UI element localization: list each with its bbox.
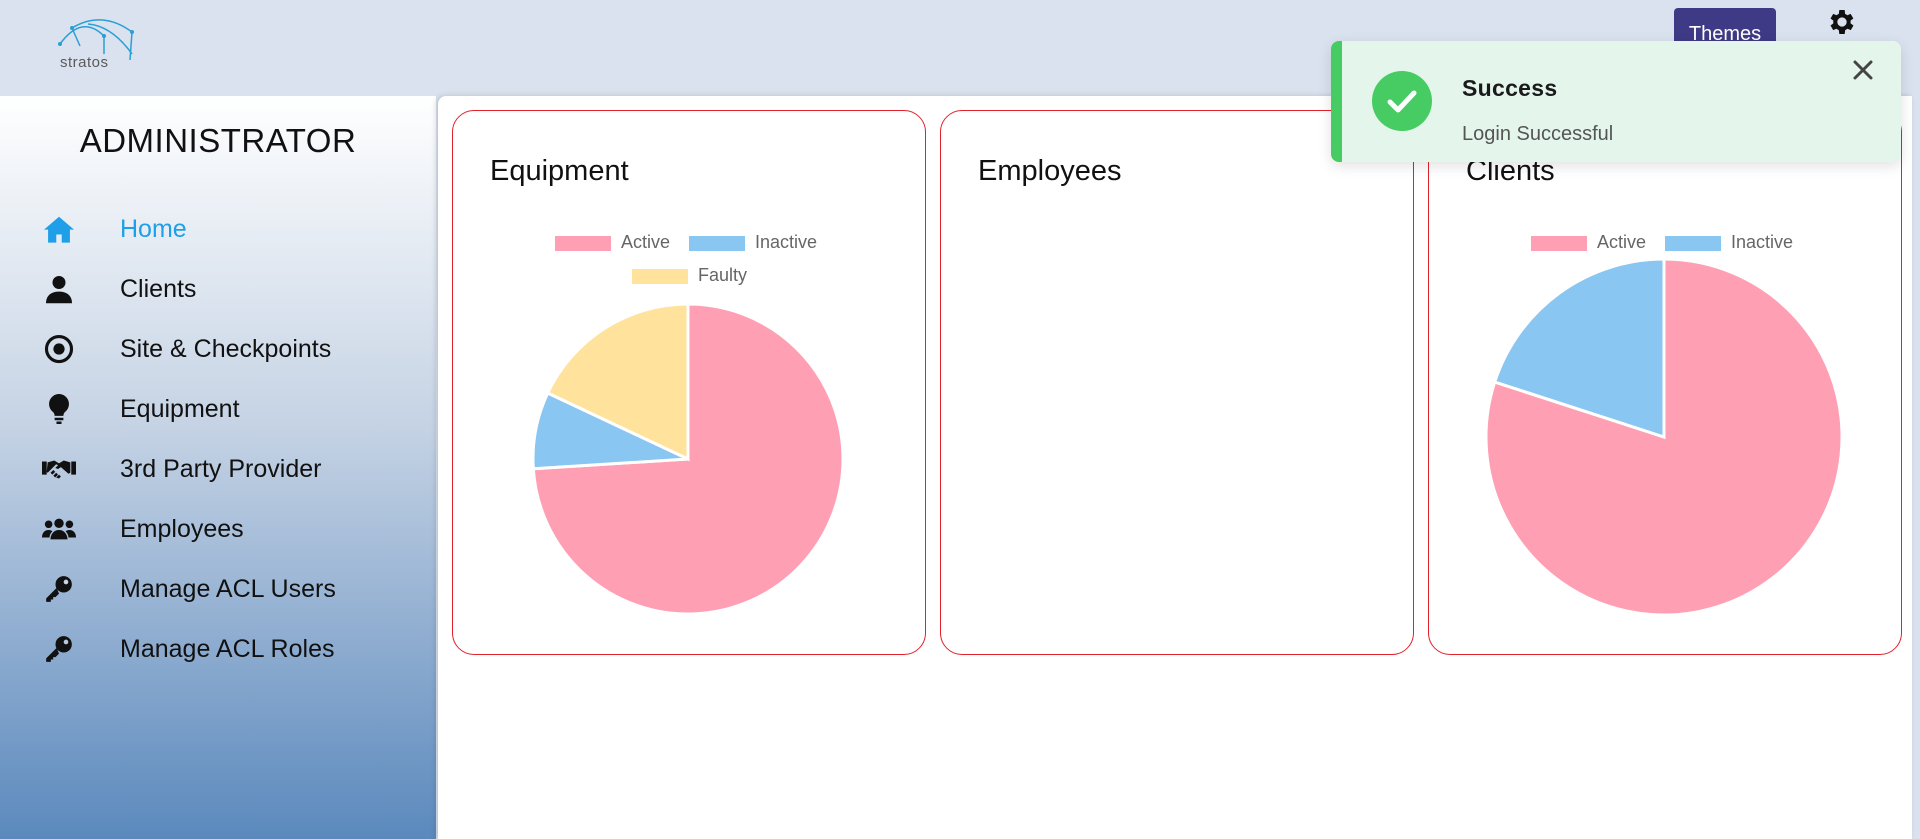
check-circle-icon <box>1372 71 1432 131</box>
sidebar-item-label: Site & Checkpoints <box>120 334 332 363</box>
sidebar-item-label: Employees <box>120 514 244 543</box>
sidebar-item-label: Equipment <box>120 394 240 423</box>
handshake-icon <box>42 452 76 486</box>
sidebar: ADMINISTRATOR Home Clients Site & Checkp… <box>0 96 436 839</box>
legend-swatch-faulty[interactable] <box>632 269 688 284</box>
key-icon <box>42 632 76 666</box>
equipment-card: Equipment Active Inactive Faulty <box>452 110 926 655</box>
legend-label-inactive[interactable]: Inactive <box>1731 232 1793 252</box>
stratos-logo[interactable] <box>52 14 142 76</box>
card-title: Equipment <box>490 155 629 187</box>
lightbulb-icon <box>42 392 76 426</box>
close-icon[interactable] <box>1852 59 1874 81</box>
sidebar-item-label: Home <box>120 214 187 243</box>
sidebar-item-manage-acl-roles[interactable]: Manage ACL Roles <box>0 624 436 674</box>
sidebar-item-label: Manage ACL Users <box>120 574 336 603</box>
legend-swatch-active[interactable] <box>555 236 611 251</box>
sidebar-item-label: Manage ACL Roles <box>120 634 335 663</box>
employees-card: Employees <box>940 110 1414 655</box>
home-icon <box>42 212 76 246</box>
clients-card: Clients Active Inactive <box>1428 110 1902 655</box>
sidebar-item-label: Clients <box>120 274 197 303</box>
legend-swatch-active[interactable] <box>1531 236 1587 251</box>
legend-swatch-inactive[interactable] <box>689 236 745 251</box>
pie-slice-faulty[interactable] <box>545 302 690 462</box>
clients-pie-chart: Active Inactive <box>1484 232 1844 617</box>
sidebar-item-equipment[interactable]: Equipment <box>0 384 436 434</box>
logo-text: stratos <box>60 54 109 71</box>
role-title: ADMINISTRATOR <box>79 122 357 159</box>
user-icon <box>42 272 76 306</box>
sidebar-item-employees[interactable]: Employees <box>0 504 436 554</box>
gear-icon[interactable] <box>1826 6 1858 38</box>
pie-slice-inactive[interactable] <box>1492 257 1666 440</box>
sidebar-item-label: 3rd Party Provider <box>120 454 322 483</box>
toast-title: Success <box>1462 75 1558 101</box>
sidebar-item-3rd-party-provider[interactable]: 3rd Party Provider <box>0 444 436 494</box>
users-icon <box>42 512 76 546</box>
sidebar-item-clients[interactable]: Clients <box>0 264 436 314</box>
employees-pie-chart <box>941 111 1415 656</box>
target-icon <box>42 332 76 366</box>
card-title: Employees <box>978 155 1122 187</box>
sidebar-item-site-checkpoints[interactable]: Site & Checkpoints <box>0 324 436 374</box>
legend-label-active[interactable]: Active <box>1597 232 1646 252</box>
legend-label-inactive[interactable]: Inactive <box>755 232 817 252</box>
sidebar-item-home[interactable]: Home <box>0 204 436 254</box>
toast-message: Login Successful <box>1462 123 1614 145</box>
pie-slice-active[interactable] <box>1484 257 1844 617</box>
sidebar-item-manage-acl-users[interactable]: Manage ACL Users <box>0 564 436 614</box>
legend-label-active[interactable]: Active <box>621 232 670 252</box>
success-toast: Success Login Successful <box>1331 41 1901 162</box>
legend-swatch-inactive[interactable] <box>1665 236 1721 251</box>
key-icon <box>42 572 76 606</box>
equipment-pie-chart: Active Inactive Faulty <box>531 232 845 616</box>
legend-label-faulty[interactable]: Faulty <box>698 265 747 285</box>
